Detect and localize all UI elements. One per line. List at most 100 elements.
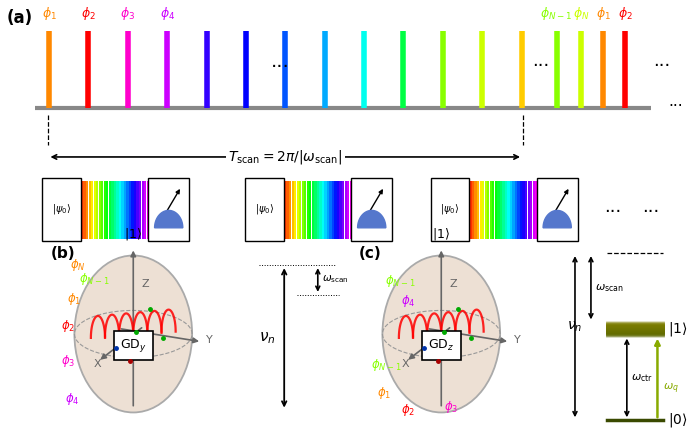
Text: Y: Y bbox=[514, 335, 521, 345]
Text: Z: Z bbox=[449, 279, 456, 289]
Text: ...: ... bbox=[668, 94, 682, 109]
Bar bbox=[86, 181, 88, 238]
Bar bbox=[337, 181, 340, 238]
FancyBboxPatch shape bbox=[430, 178, 469, 241]
Bar bbox=[522, 181, 525, 238]
Bar bbox=[119, 181, 121, 238]
Bar bbox=[291, 181, 294, 238]
Bar bbox=[94, 181, 96, 238]
Text: ...: ... bbox=[532, 52, 549, 70]
Text: $\phi_1$: $\phi_1$ bbox=[67, 291, 81, 307]
Bar bbox=[528, 181, 530, 238]
Bar bbox=[81, 181, 83, 238]
Text: $|0\rangle$: $|0\rangle$ bbox=[668, 411, 688, 429]
FancyBboxPatch shape bbox=[148, 178, 189, 241]
Bar bbox=[489, 181, 492, 238]
Text: $\phi_N$: $\phi_N$ bbox=[573, 5, 589, 22]
Bar bbox=[141, 181, 144, 238]
Bar bbox=[517, 181, 519, 238]
Bar bbox=[503, 181, 505, 238]
Text: ...: ... bbox=[271, 51, 289, 71]
FancyBboxPatch shape bbox=[245, 178, 284, 241]
Text: ...: ... bbox=[653, 52, 670, 70]
Bar bbox=[309, 181, 312, 238]
Polygon shape bbox=[358, 211, 386, 228]
Bar bbox=[101, 181, 104, 238]
Bar bbox=[302, 181, 304, 238]
FancyBboxPatch shape bbox=[351, 178, 392, 241]
Bar bbox=[330, 181, 332, 238]
Bar bbox=[146, 181, 149, 238]
Bar bbox=[314, 181, 316, 238]
Bar bbox=[347, 181, 349, 238]
Bar bbox=[520, 181, 522, 238]
Bar bbox=[512, 181, 514, 238]
Bar bbox=[297, 181, 299, 238]
Bar bbox=[134, 181, 136, 238]
Bar bbox=[129, 181, 131, 238]
Bar bbox=[530, 181, 532, 238]
Bar bbox=[111, 181, 113, 238]
Bar bbox=[78, 181, 81, 238]
Text: (b): (b) bbox=[51, 246, 76, 261]
Text: $\omega_{\mathrm{scan}}$: $\omega_{\mathrm{scan}}$ bbox=[595, 282, 624, 294]
Text: $\omega_{\mathrm{ctr}}$: $\omega_{\mathrm{ctr}}$ bbox=[631, 372, 653, 384]
Text: $\phi_2$: $\phi_2$ bbox=[62, 318, 76, 334]
Bar bbox=[99, 181, 101, 238]
Bar bbox=[307, 181, 309, 238]
Text: $\mathrm{GD}_y$: $\mathrm{GD}_y$ bbox=[120, 337, 146, 354]
Bar bbox=[104, 181, 106, 238]
Bar bbox=[525, 181, 527, 238]
Bar bbox=[316, 181, 319, 238]
Bar bbox=[121, 181, 124, 238]
Bar bbox=[91, 181, 93, 238]
Bar bbox=[340, 181, 342, 238]
Ellipse shape bbox=[74, 255, 192, 412]
Bar bbox=[342, 181, 344, 238]
Bar bbox=[281, 181, 284, 238]
Bar bbox=[332, 181, 334, 238]
Text: $\mathrm{GD}_z$: $\mathrm{GD}_z$ bbox=[428, 338, 454, 353]
Bar bbox=[319, 181, 321, 238]
Text: $\phi_1$: $\phi_1$ bbox=[41, 5, 57, 22]
Bar bbox=[470, 181, 472, 238]
Bar bbox=[487, 181, 489, 238]
Bar bbox=[515, 181, 517, 238]
Bar bbox=[505, 181, 507, 238]
Text: $\phi_4$: $\phi_4$ bbox=[160, 5, 175, 22]
Bar bbox=[480, 181, 482, 238]
Text: $\nu_n$: $\nu_n$ bbox=[259, 330, 276, 346]
Text: $\phi_{N-1}$: $\phi_{N-1}$ bbox=[79, 271, 109, 287]
Bar bbox=[132, 181, 134, 238]
Text: $\phi_3$: $\phi_3$ bbox=[62, 354, 76, 369]
Bar bbox=[304, 181, 307, 238]
Text: (a): (a) bbox=[7, 9, 33, 27]
Bar bbox=[492, 181, 494, 238]
Bar bbox=[495, 181, 497, 238]
Text: ...: ... bbox=[604, 198, 621, 216]
Bar bbox=[113, 181, 116, 238]
Bar bbox=[83, 181, 86, 238]
Text: $\phi_{N-1}$: $\phi_{N-1}$ bbox=[385, 273, 415, 289]
Text: X: X bbox=[93, 359, 101, 369]
Text: X: X bbox=[401, 359, 409, 369]
Text: $\phi_{N-1}$: $\phi_{N-1}$ bbox=[371, 358, 402, 373]
Text: $\phi_1$: $\phi_1$ bbox=[377, 385, 391, 401]
Bar bbox=[294, 181, 296, 238]
Bar bbox=[335, 181, 337, 238]
Text: $\phi_4$: $\phi_4$ bbox=[65, 391, 80, 407]
Bar bbox=[108, 181, 111, 238]
Bar bbox=[482, 181, 484, 238]
Text: $|\psi_0\rangle$: $|\psi_0\rangle$ bbox=[52, 202, 71, 216]
Text: Y: Y bbox=[206, 335, 213, 345]
Bar bbox=[88, 181, 91, 238]
Text: $\nu_n$: $\nu_n$ bbox=[567, 320, 582, 334]
Text: $\omega_q$: $\omega_q$ bbox=[663, 382, 679, 396]
FancyBboxPatch shape bbox=[421, 331, 461, 361]
Bar bbox=[349, 181, 352, 238]
Text: $\phi_2$: $\phi_2$ bbox=[81, 5, 96, 22]
Bar bbox=[136, 181, 139, 238]
Polygon shape bbox=[543, 211, 571, 228]
Text: $|\psi_0\rangle$: $|\psi_0\rangle$ bbox=[440, 202, 459, 216]
Bar bbox=[124, 181, 126, 238]
